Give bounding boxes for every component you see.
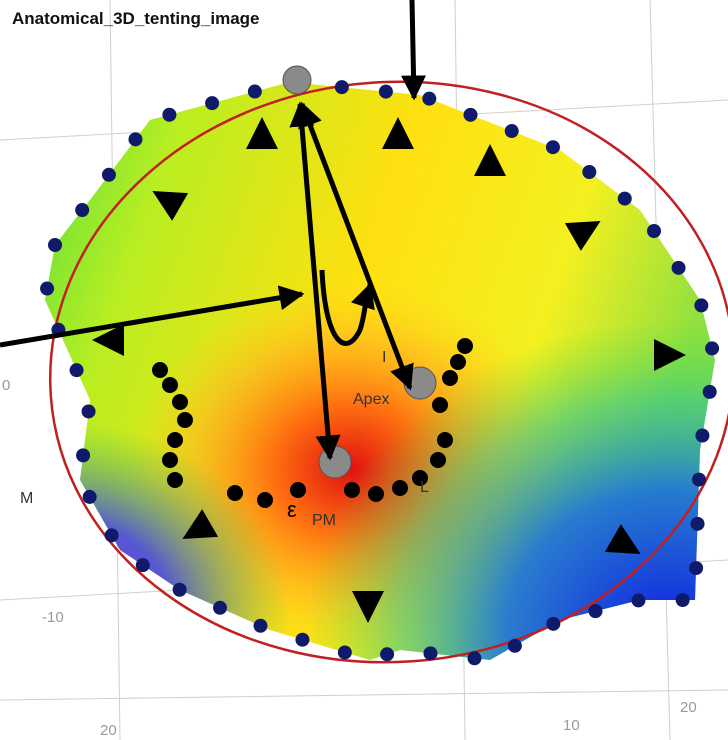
annulus-dot xyxy=(213,601,227,615)
annulus-dot xyxy=(467,651,481,665)
leaflet-dot xyxy=(368,486,384,502)
leaflet-dot xyxy=(177,412,193,428)
m-label: M xyxy=(20,490,33,507)
leaflet-dot xyxy=(432,397,448,413)
annulus-dot xyxy=(248,85,262,99)
annulus-dot xyxy=(422,92,436,106)
annulus-dot xyxy=(162,108,176,122)
annulus-dot xyxy=(295,633,309,647)
annulus-dot xyxy=(423,646,437,660)
annulus-dot xyxy=(647,224,661,238)
annulus-dot xyxy=(582,165,596,179)
annulus-dot xyxy=(691,517,705,531)
leaflet-dot xyxy=(162,452,178,468)
annulus-dot xyxy=(505,124,519,138)
annulus-dot xyxy=(546,140,560,154)
annulus-dot xyxy=(703,385,717,399)
leaflet-dot xyxy=(437,432,453,448)
leaflet-dot xyxy=(344,482,360,498)
annulus-dot xyxy=(588,604,602,618)
annulus-dot xyxy=(128,132,142,146)
annulus-dot xyxy=(380,647,394,661)
annulus-dot xyxy=(379,85,393,99)
axis-label: 20 xyxy=(100,722,117,739)
annulus-dot xyxy=(464,108,478,122)
leaflet-dot xyxy=(257,492,273,508)
leaflet-dot xyxy=(430,452,446,468)
annulus-dot xyxy=(689,561,703,575)
annulus-dot xyxy=(253,619,267,633)
annulus-dot xyxy=(105,528,119,542)
annulus-dot xyxy=(335,80,349,94)
scene: Anatomical_3D_tenting_image Apex PM L I … xyxy=(0,0,728,740)
annulus-dot xyxy=(75,203,89,217)
leaflet-dot xyxy=(167,472,183,488)
annulus-dot xyxy=(618,192,632,206)
axis-label: 0 xyxy=(2,377,10,394)
i-label: I xyxy=(382,349,386,366)
l-label: L xyxy=(420,479,429,496)
leaflet-dot xyxy=(457,338,473,354)
leaflet-dot xyxy=(290,482,306,498)
annulus-dot xyxy=(546,617,560,631)
leaflet-dot xyxy=(392,480,408,496)
annulus-dot xyxy=(102,168,116,182)
annulus-dot xyxy=(508,639,522,653)
annulus-dot xyxy=(205,96,219,110)
annulus-dot xyxy=(83,490,97,504)
tenting-surface xyxy=(0,60,728,680)
epsilon-label: ε xyxy=(287,497,297,522)
annulus-dot xyxy=(692,473,706,487)
annulus-dot xyxy=(705,341,719,355)
leaflet-dot xyxy=(442,370,458,386)
leaflet-dot xyxy=(227,485,243,501)
axis-label: 20 xyxy=(680,699,697,716)
annulus-dot xyxy=(48,238,62,252)
annulus-dot xyxy=(695,429,709,443)
annulus-dot xyxy=(173,583,187,597)
annulus-dot xyxy=(40,282,54,296)
leaflet-dot xyxy=(162,377,178,393)
annulus-dot xyxy=(76,448,90,462)
annulus-dot xyxy=(338,645,352,659)
title: Anatomical_3D_tenting_image xyxy=(12,9,260,28)
annulus-dot xyxy=(676,593,690,607)
leaflet-dot xyxy=(450,354,466,370)
axis-label: 10 xyxy=(563,717,580,734)
leaflet-dot xyxy=(172,394,188,410)
apex-label: Apex xyxy=(353,391,389,408)
annulus-dot xyxy=(136,558,150,572)
leaflet-dot xyxy=(152,362,168,378)
annulus-dot xyxy=(672,261,686,275)
axis-label: -10 xyxy=(42,609,64,626)
annulus-dot xyxy=(694,298,708,312)
annulus-dot xyxy=(70,363,84,377)
leaflet-dot xyxy=(167,432,183,448)
pm-label: PM xyxy=(312,512,336,529)
annulus-dot xyxy=(631,593,645,607)
annulus-dot xyxy=(82,404,96,418)
